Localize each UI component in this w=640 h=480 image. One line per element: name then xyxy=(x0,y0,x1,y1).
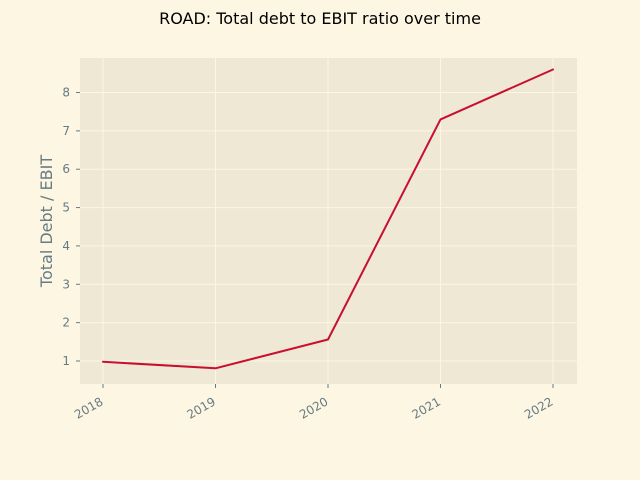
y-tick-label: 7 xyxy=(62,124,70,138)
y-gridlines xyxy=(80,92,577,362)
y-tick-label: 2 xyxy=(62,316,70,330)
chart-title: ROAD: Total debt to EBIT ratio over time xyxy=(159,9,481,28)
y-tick-label: 5 xyxy=(62,201,70,215)
y-axis-label: Total Debt / EBIT xyxy=(37,155,56,288)
y-tick-label: 8 xyxy=(62,86,70,100)
x-gridlines xyxy=(102,58,554,384)
y-tick-label: 3 xyxy=(62,277,70,291)
series-line xyxy=(102,68,554,370)
y-axis: 1 2 3 4 5 6 7 8 xyxy=(62,86,80,368)
y-tick-label: 1 xyxy=(62,354,70,368)
y-tick-label: 4 xyxy=(62,239,70,253)
y-tick-label: 6 xyxy=(62,162,70,176)
